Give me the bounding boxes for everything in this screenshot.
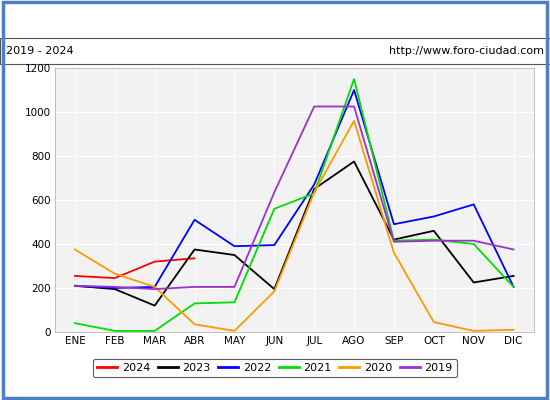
Text: http://www.foro-ciudad.com: http://www.foro-ciudad.com bbox=[389, 46, 544, 56]
Legend: 2024, 2023, 2022, 2021, 2020, 2019: 2024, 2023, 2022, 2021, 2020, 2019 bbox=[93, 358, 457, 378]
Text: Evolucion Nº Turistas Nacionales en el municipio de Fuertescusa: Evolucion Nº Turistas Nacionales en el m… bbox=[60, 12, 490, 26]
Text: 2019 - 2024: 2019 - 2024 bbox=[6, 46, 73, 56]
